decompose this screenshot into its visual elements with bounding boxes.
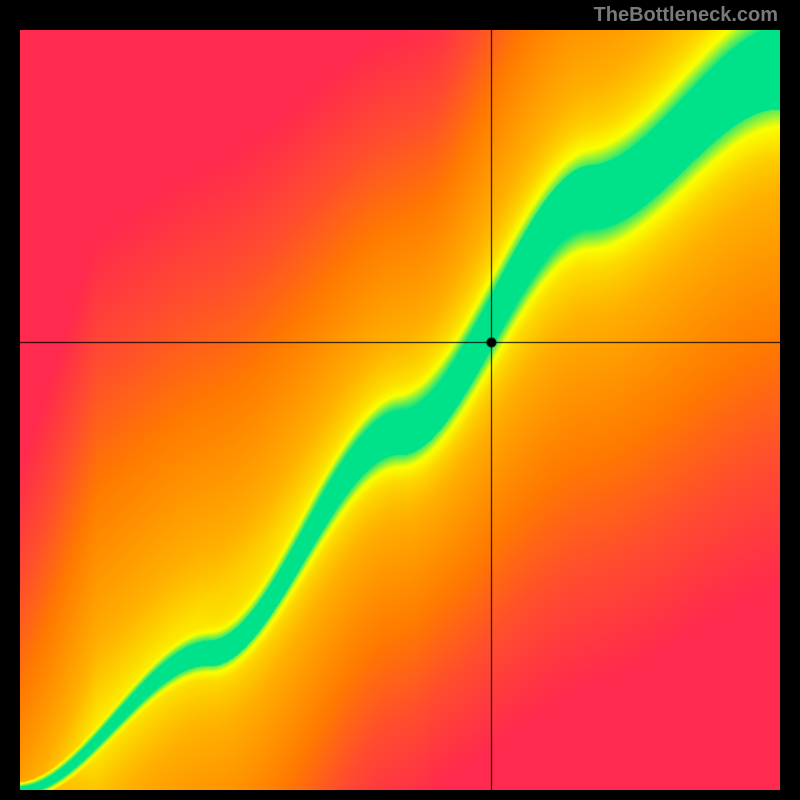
watermark-text: TheBottleneck.com xyxy=(594,4,778,27)
bottleneck-heatmap xyxy=(20,30,780,790)
